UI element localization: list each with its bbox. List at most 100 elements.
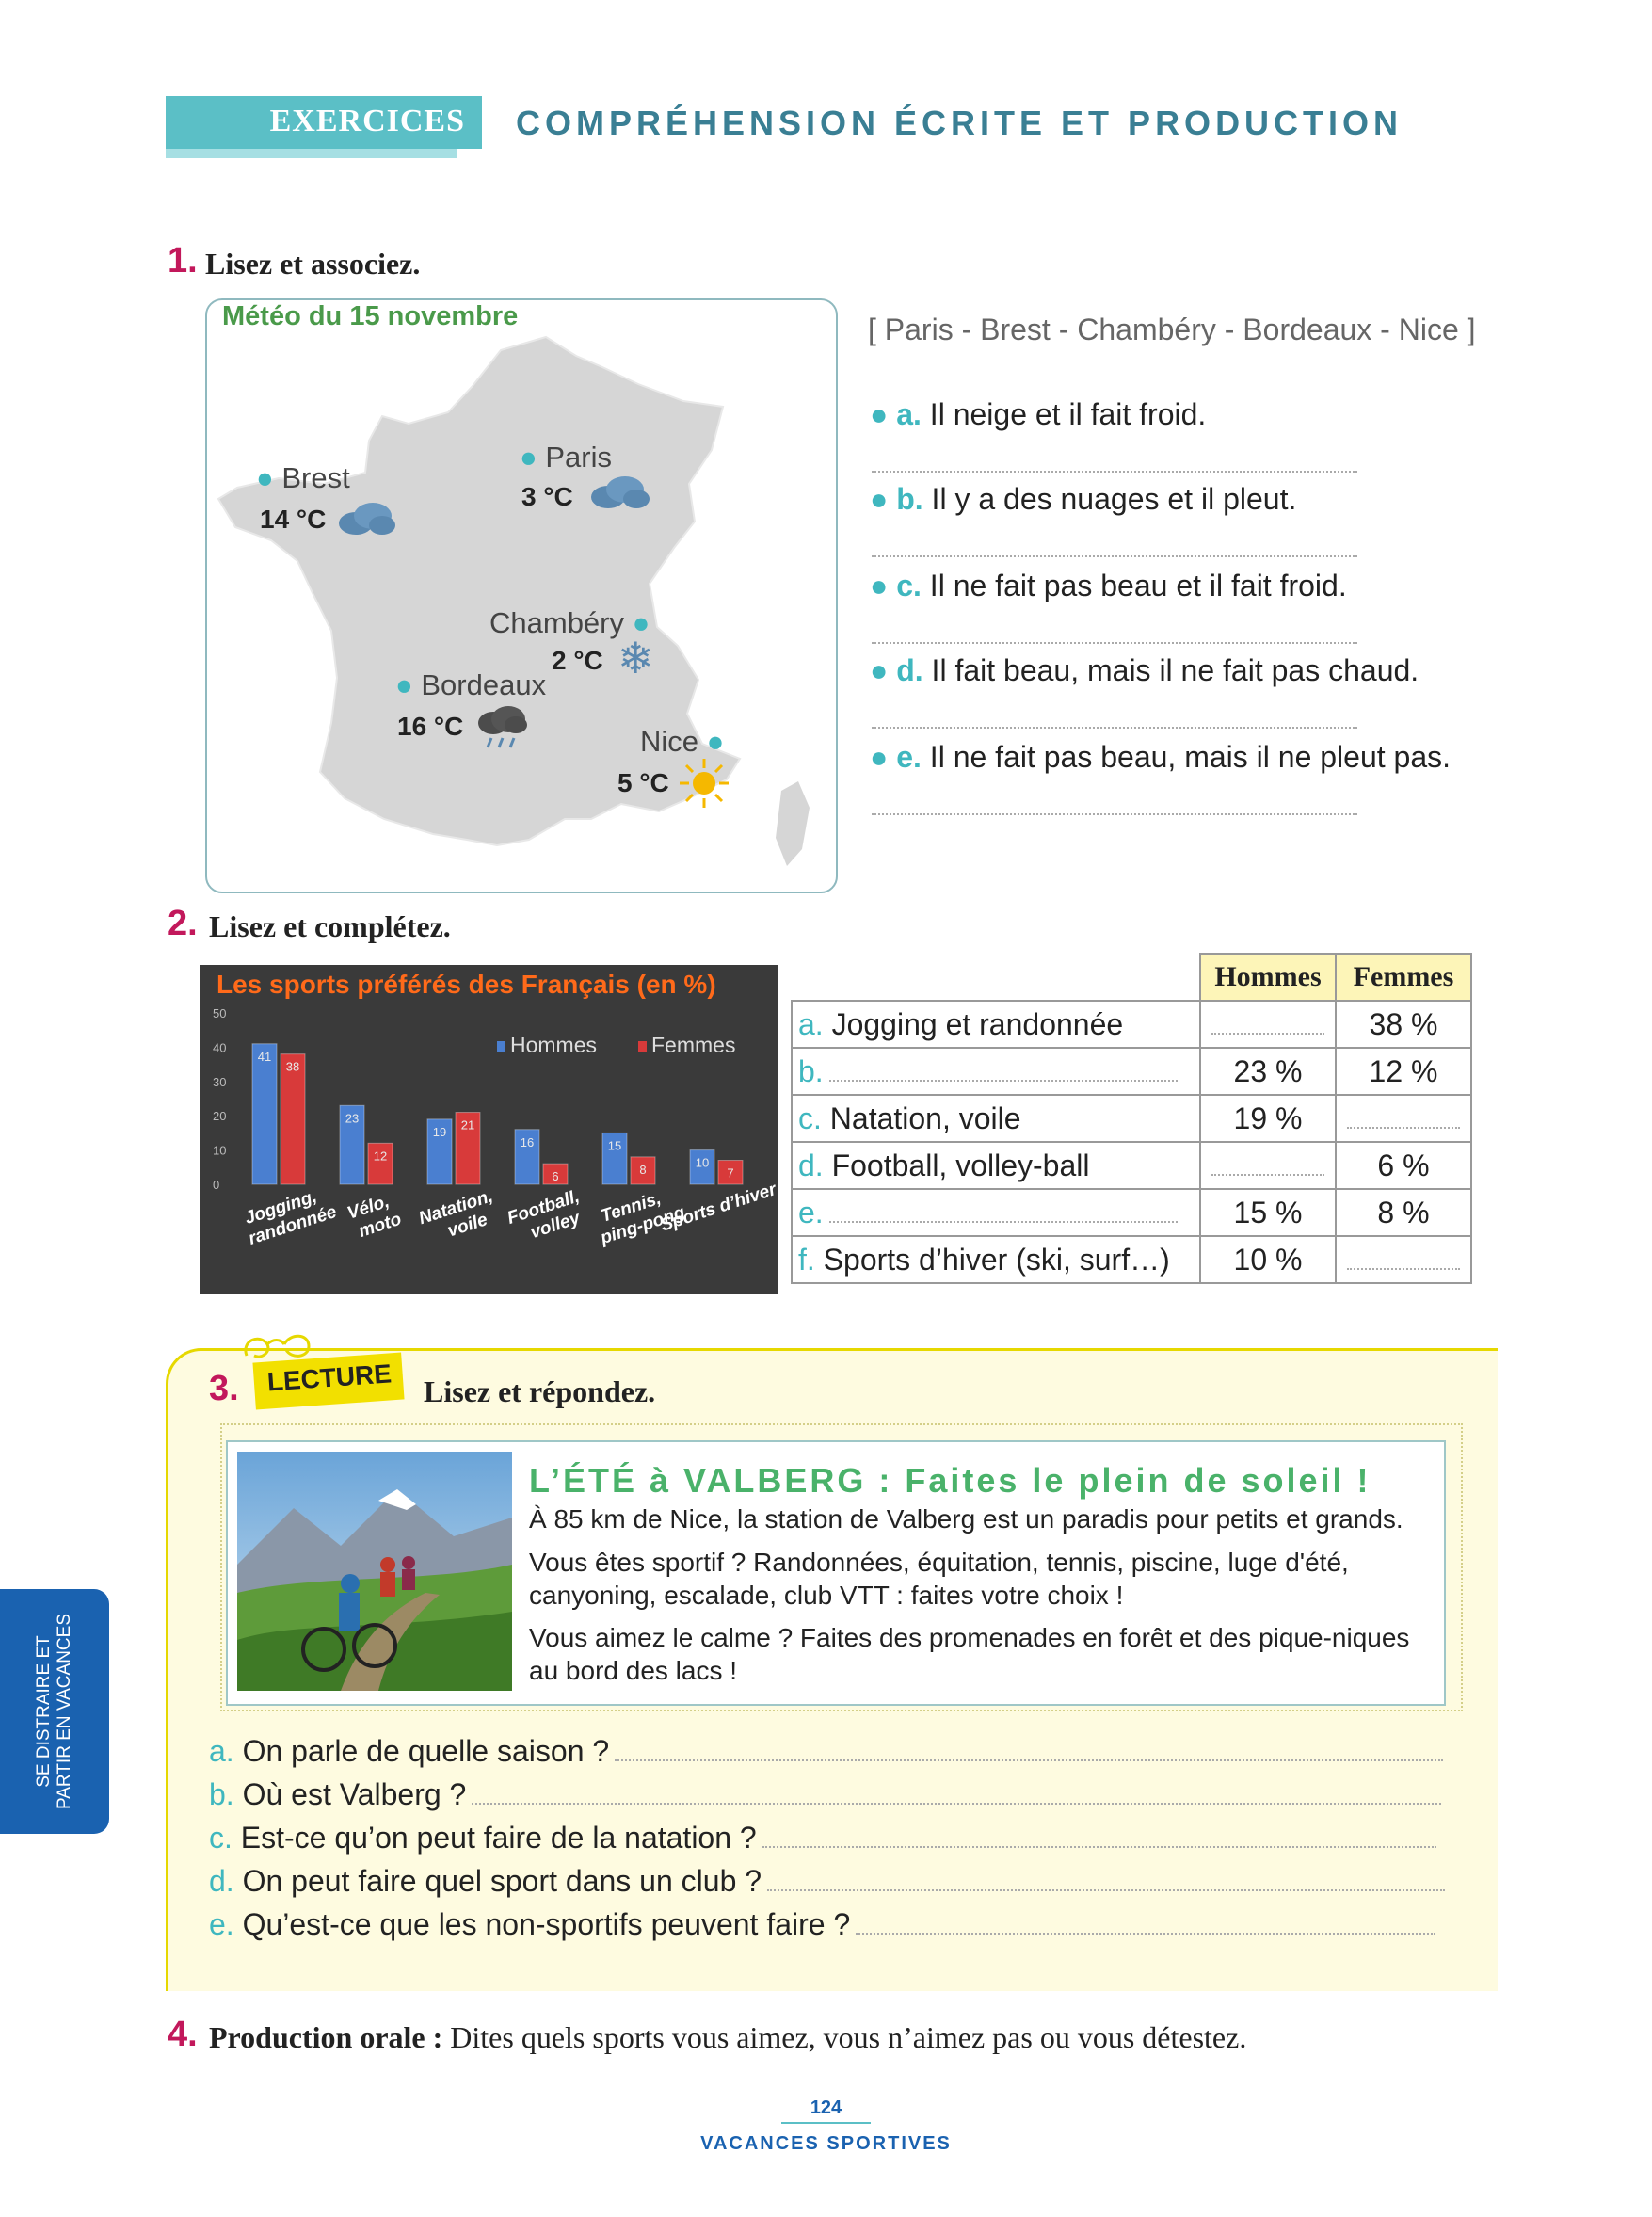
- bar: [514, 1129, 540, 1185]
- bar: [251, 1043, 278, 1185]
- temp-brest: 14 °C: [260, 505, 327, 534]
- answer-line[interactable]: [767, 1871, 1446, 1891]
- ex1-item-b: ● b. Il y a des nuages et il pleut.: [870, 482, 1297, 516]
- data-label: 23: [345, 1111, 359, 1125]
- bar: [367, 1142, 393, 1185]
- article-paragraph: Vous êtes sportif ? Randonnées, équitati…: [529, 1548, 1349, 1610]
- chart-title: Les sports préférés des Français (en %): [217, 970, 716, 999]
- bar: [717, 1160, 744, 1185]
- category-label: Vélo,moto: [345, 1192, 404, 1242]
- data-label: 6: [552, 1169, 558, 1183]
- ex2-instruction: Lisez et complétez.: [209, 909, 451, 943]
- table-row: d. Football, volley-ball 6 %: [791, 1141, 1472, 1190]
- temp-paris: 3 °C: [521, 482, 573, 511]
- ex3-question-a: a. On parle de quelle saison ?: [209, 1734, 1444, 1769]
- ex3-instruction: Lisez et répondez.: [424, 1374, 656, 1408]
- y-tick-label: 20: [213, 1109, 226, 1123]
- answer-line[interactable]: [762, 1827, 1436, 1848]
- city-paris: ● Paris: [520, 441, 612, 474]
- answer-cell[interactable]: [1347, 1251, 1460, 1270]
- ex3-question-d: d. On peut faire quel sport dans un club…: [209, 1864, 1446, 1899]
- bar: [339, 1104, 365, 1185]
- cloud-icon: [339, 503, 395, 535]
- y-tick-label: 30: [213, 1075, 226, 1089]
- answer-cell[interactable]: [1347, 1110, 1460, 1129]
- ex3-number: 3.: [209, 1369, 239, 1408]
- footer-title: VACANCES SPORTIVES: [700, 2133, 952, 2154]
- data-label: 21: [461, 1118, 474, 1133]
- answer-cell[interactable]: [1211, 1016, 1324, 1035]
- rain-cloud-icon: [478, 706, 527, 748]
- answer-line[interactable]: [615, 1741, 1444, 1761]
- city-chambery: Chambéry ●: [489, 606, 650, 639]
- answer-line[interactable]: [872, 471, 1357, 473]
- answer-cell[interactable]: [1211, 1157, 1324, 1176]
- category-label: Jogging,randonnée: [242, 1187, 339, 1249]
- city-bordeaux: ● Bordeaux: [395, 668, 547, 701]
- table-row: c. Natation, voile 19 %: [791, 1094, 1472, 1143]
- ex1-item-d: ● d. Il fait beau, mais il ne fait pas c…: [870, 653, 1419, 687]
- ex2-number: 2.: [168, 904, 198, 943]
- header-tab: EXERCICES: [166, 96, 482, 158]
- table-row: a. Jogging et randonnée 38 %: [791, 1000, 1472, 1049]
- data-label: 15: [608, 1138, 621, 1152]
- answer-cell[interactable]: [828, 1204, 1178, 1223]
- ex4-number: 4.: [168, 2015, 198, 2054]
- page-title: COMPRÉHENSION ÉCRITE ET PRODUCTION: [516, 104, 1403, 142]
- cloud-icon: [591, 476, 650, 508]
- city-nice: Nice ●: [640, 725, 725, 758]
- answer-line[interactable]: [872, 555, 1357, 557]
- table-row: b. 23 % 12 %: [791, 1047, 1472, 1096]
- ex3-question-c: c. Est-ce qu’on peut faire de la natatio…: [209, 1821, 1436, 1856]
- category-label: Natation,voile: [416, 1186, 495, 1241]
- ex4-text: Production orale : Dites quels sports vo…: [209, 2020, 1247, 2054]
- answer-line[interactable]: [872, 642, 1357, 644]
- data-label: 7: [727, 1166, 733, 1181]
- article-paragraph: Vous aimez le calme ? Faites des promena…: [529, 1623, 1410, 1685]
- data-label: 41: [258, 1050, 271, 1064]
- ex1-item-c: ● c. Il ne fait pas beau et il fait froi…: [870, 569, 1347, 602]
- data-label: 12: [374, 1149, 387, 1163]
- y-tick-label: 10: [213, 1144, 226, 1158]
- data-label: 10: [696, 1156, 709, 1170]
- france-map: [217, 335, 810, 866]
- article-title: L’ÉTÉ à VALBERG : Faites le plein de sol…: [529, 1461, 1371, 1500]
- data-label: 38: [286, 1060, 299, 1074]
- ex1-number: 1.: [168, 241, 198, 281]
- chapter-side-label: SE DISTRAIRE ET PARTIR EN VACANCES: [34, 1614, 74, 1809]
- header-tab-label: EXERCICES: [269, 104, 465, 138]
- ex1-item-a: ● a. Il neige et il fait froid.: [870, 397, 1207, 431]
- sun-icon: [680, 759, 729, 808]
- legend-label: Femmes: [651, 1033, 735, 1057]
- answer-line[interactable]: [872, 813, 1357, 815]
- sports-table: Hommes Femmes a. Jogging et randonnée 38…: [791, 953, 1472, 1284]
- cyclists-photo: [237, 1452, 512, 1691]
- answer-line[interactable]: [872, 727, 1357, 729]
- glasses-icon: [244, 1334, 311, 1358]
- answer-cell[interactable]: [828, 1063, 1178, 1082]
- category-label: Football,volley: [505, 1187, 584, 1244]
- ex1-item-e: ● e. Il ne fait pas beau, mais il ne ple…: [870, 740, 1452, 774]
- y-tick-label: 50: [213, 1007, 226, 1020]
- article-paragraph: À 85 km de Nice, la station de Valberg e…: [529, 1504, 1403, 1534]
- data-label: 16: [521, 1135, 534, 1149]
- bar: [689, 1149, 715, 1185]
- bar: [426, 1118, 453, 1185]
- table-row: f. Sports d’hiver (ski, surf…) 10 %: [791, 1235, 1472, 1284]
- data-label: 19: [433, 1125, 446, 1139]
- ex3-question-e: e. Qu’est-ce que les non-sportifs peuven…: [209, 1907, 1436, 1942]
- map-title: Météo du 15 novembre: [222, 301, 519, 331]
- legend-swatch: [638, 1041, 647, 1052]
- sports-bar-chart: 0 10 20 30 40 50 Hommes Femmes 41 38 Jogging,rando…: [213, 1007, 778, 1249]
- answer-line[interactable]: [856, 1914, 1436, 1935]
- data-label: 8: [639, 1163, 646, 1177]
- legend-swatch: [497, 1041, 505, 1052]
- answer-line[interactable]: [472, 1784, 1442, 1805]
- article-frame: [220, 1423, 1463, 1711]
- temp-chambery: 2 °C: [552, 646, 603, 675]
- y-tick-label: 0: [213, 1178, 219, 1192]
- temp-bordeaux: 16 °C: [397, 712, 464, 741]
- legend-label: Hommes: [510, 1033, 597, 1057]
- ex3-question-b: b. Où est Valberg ?: [209, 1777, 1442, 1812]
- temp-nice: 5 °C: [617, 768, 669, 797]
